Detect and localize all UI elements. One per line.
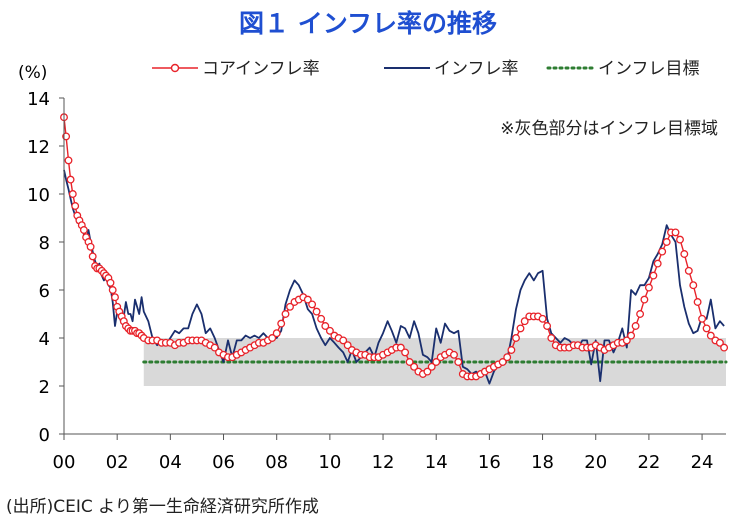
chart-title: 図１ インフレ率の推移	[239, 9, 497, 38]
core-inflation-point	[671, 228, 680, 237]
core-inflation-point	[543, 322, 552, 330]
core-inflation-point	[111, 293, 119, 302]
y-tick-label: 12	[27, 137, 50, 158]
core-inflation-point	[693, 298, 702, 306]
y-tick-label: 6	[39, 281, 50, 302]
legend-label: コアインフレ率	[202, 59, 320, 79]
core-inflation-point	[676, 235, 684, 244]
y-tick-label: 4	[39, 329, 50, 350]
legend-entry-2: インフレ目標	[546, 59, 700, 79]
core-inflation-point	[715, 338, 724, 347]
core-inflation-point	[321, 322, 330, 330]
x-tick-label: 08	[265, 452, 288, 473]
core-inflation-point	[427, 362, 436, 371]
core-inflation-point	[303, 295, 312, 304]
core-inflation-point	[662, 238, 671, 246]
core-inflation-point	[454, 358, 463, 366]
x-tick-label: 02	[106, 452, 129, 473]
core-inflation-point	[432, 358, 441, 366]
core-inflation-point	[520, 317, 529, 326]
core-inflation-point	[450, 350, 458, 359]
core-inflation-point	[627, 331, 636, 340]
core-inflation-point	[286, 302, 294, 311]
y-tick-label: 0	[39, 425, 50, 446]
core-inflation-point	[210, 343, 219, 352]
x-tick-label: 06	[212, 452, 235, 473]
series-1	[63, 169, 725, 385]
core-inflation-point	[308, 300, 317, 309]
legend-entry-1: インフレ率	[384, 59, 519, 79]
core-inflation-point	[277, 319, 286, 328]
x-tick-label: 00	[53, 452, 76, 473]
core-inflation-point	[343, 341, 352, 350]
core-inflation-point	[312, 307, 321, 316]
x-tick-label: 24	[691, 452, 714, 473]
core-inflation-point	[689, 281, 698, 290]
y-tick-label: 8	[39, 233, 50, 254]
core-inflation-point	[649, 271, 658, 280]
legend-label: インフレ目標	[598, 59, 700, 79]
core-inflation-point	[405, 358, 414, 366]
legend-entry-0: コアインフレ率	[152, 59, 320, 79]
headline-inflation-line	[63, 169, 725, 385]
y-tick-label: 2	[39, 377, 50, 398]
core-inflation-point	[66, 175, 75, 184]
core-inflation-point	[272, 329, 281, 338]
y-tick-label: 14	[27, 89, 50, 110]
core-inflation-point	[339, 336, 348, 345]
x-tick-label: 04	[159, 452, 182, 473]
core-inflation-point	[503, 353, 512, 362]
core-inflation-point	[622, 336, 631, 345]
core-inflation-point	[516, 324, 525, 333]
y-axis-label: (%)	[18, 63, 47, 83]
core-inflation-point	[423, 367, 432, 376]
legend-marker	[170, 63, 180, 73]
core-inflation-point	[512, 334, 520, 342]
legend-label: インフレ率	[434, 59, 519, 79]
core-inflation-point	[325, 326, 334, 335]
core-inflation-point	[702, 324, 711, 333]
x-tick-label: 20	[584, 452, 607, 473]
core-inflation-point	[680, 250, 689, 258]
core-inflation-point	[88, 252, 97, 261]
core-inflation-point	[684, 266, 693, 275]
x-tick-label: 14	[425, 452, 448, 473]
core-inflation-point	[636, 310, 645, 318]
core-inflation-point	[658, 247, 667, 256]
x-tick-label: 16	[478, 452, 501, 473]
core-inflation-point	[498, 358, 507, 366]
x-tick-label: 18	[531, 452, 554, 473]
core-inflation-point	[538, 314, 547, 323]
core-inflation-point	[71, 202, 80, 210]
core-inflation-point	[86, 242, 95, 251]
core-inflation-point	[507, 346, 516, 354]
core-inflation-point	[653, 259, 662, 268]
core-inflation-point	[281, 310, 290, 318]
x-tick-label: 10	[318, 452, 341, 473]
core-inflation-point	[631, 322, 640, 330]
core-inflation-point	[108, 286, 117, 294]
core-inflation-point	[396, 343, 405, 352]
core-inflation-point	[410, 362, 419, 371]
core-inflation-point	[644, 283, 653, 292]
core-inflation-point	[79, 226, 88, 234]
core-inflation-point	[547, 334, 556, 342]
y-tick-label: 10	[27, 185, 50, 206]
series-0	[60, 113, 729, 381]
x-tick-label: 12	[372, 452, 395, 473]
target-band-annotation: ※灰色部分はインフレ目標域	[500, 119, 718, 139]
core-inflation-point	[401, 348, 410, 357]
core-inflation-point	[720, 343, 729, 352]
x-tick-label: 22	[637, 452, 660, 473]
core-inflation-point	[317, 314, 326, 323]
core-inflation-point	[106, 278, 115, 287]
core-inflation-point	[64, 156, 73, 165]
core-inflation-point	[698, 314, 707, 323]
core-inflation-point	[68, 190, 77, 198]
core-inflation-point	[706, 331, 715, 340]
core-inflation-point	[268, 334, 277, 342]
source-note: (出所)CEIC より第一生命経済研究所作成	[6, 497, 319, 517]
core-inflation-point	[640, 295, 649, 304]
